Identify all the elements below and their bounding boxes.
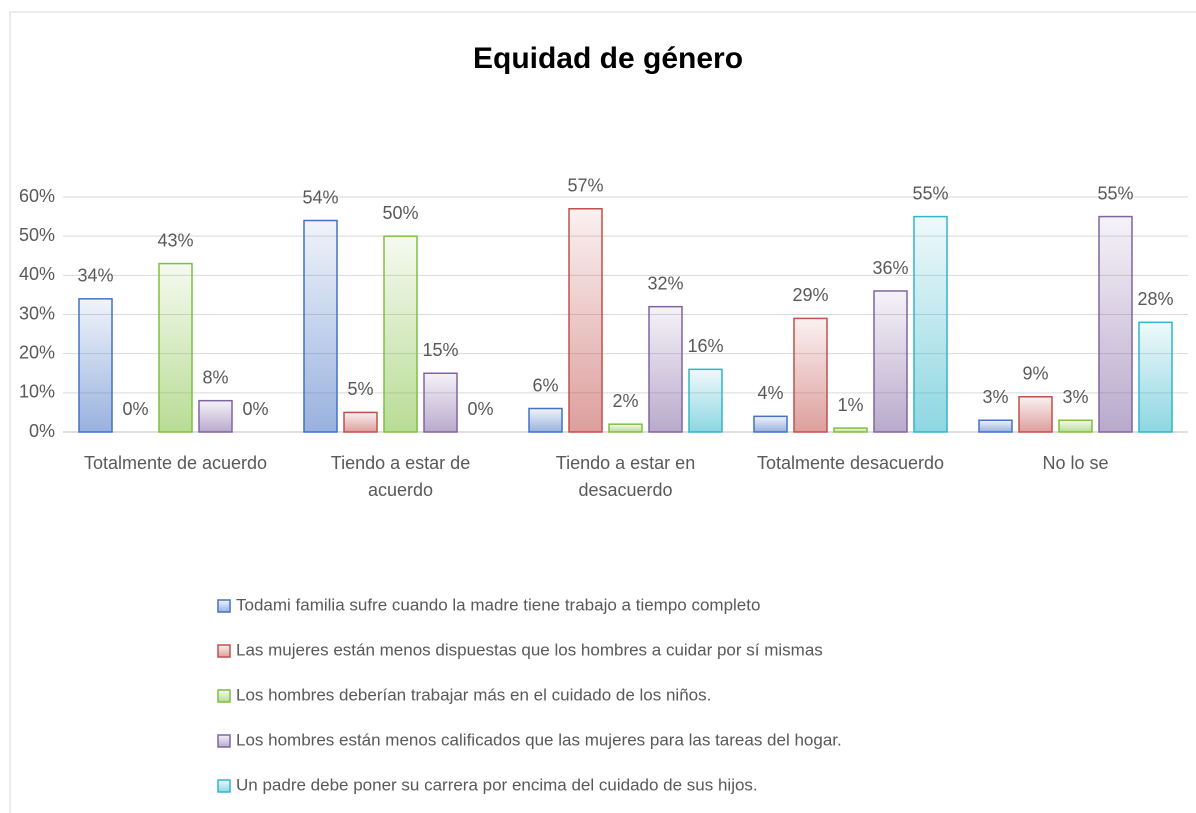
legend-label: Los hombres están menos calificados que … bbox=[236, 730, 842, 749]
data-label: 34% bbox=[77, 266, 113, 286]
legend-swatch bbox=[217, 734, 231, 748]
legend-label: Las mujeres están menos dispuestas que l… bbox=[236, 640, 823, 659]
y-tick-label: 0% bbox=[29, 421, 55, 441]
bar bbox=[833, 427, 868, 433]
y-tick-label: 40% bbox=[19, 264, 55, 284]
data-label: 43% bbox=[157, 230, 193, 250]
bar bbox=[753, 415, 788, 433]
bar bbox=[78, 298, 113, 433]
bar bbox=[1138, 321, 1173, 433]
bar bbox=[873, 290, 908, 433]
data-label: 6% bbox=[532, 375, 558, 395]
bar bbox=[1058, 419, 1093, 433]
data-label: 3% bbox=[1062, 387, 1088, 407]
data-label: 5% bbox=[347, 379, 373, 399]
legend-swatch bbox=[217, 644, 231, 658]
bar bbox=[913, 215, 948, 433]
bar bbox=[688, 368, 723, 433]
data-label: 3% bbox=[982, 387, 1008, 407]
data-label: 55% bbox=[912, 183, 948, 203]
legend-label: Todami familia sufre cuando la madre tie… bbox=[236, 595, 760, 614]
bar bbox=[198, 399, 233, 433]
data-label: 2% bbox=[612, 391, 638, 411]
x-tick-label: Totalmente de acuerdo bbox=[83, 453, 268, 473]
bar bbox=[423, 372, 458, 433]
bar bbox=[303, 219, 338, 433]
data-label: 50% bbox=[382, 203, 418, 223]
chart-frame bbox=[9, 11, 1196, 813]
data-label: 8% bbox=[202, 367, 228, 387]
legend-swatch bbox=[217, 599, 231, 613]
y-tick-label: 60% bbox=[19, 186, 55, 206]
data-label: 9% bbox=[1022, 364, 1048, 384]
data-label: 0% bbox=[242, 399, 268, 419]
data-label: 36% bbox=[872, 258, 908, 278]
bar bbox=[648, 305, 683, 433]
data-label: 54% bbox=[302, 187, 338, 207]
bar bbox=[528, 407, 563, 433]
bar bbox=[1018, 396, 1053, 433]
legend-swatch bbox=[217, 689, 231, 703]
legend-label: Un padre debe poner su carrera por encim… bbox=[236, 775, 758, 794]
data-label: 0% bbox=[122, 399, 148, 419]
data-label: 57% bbox=[567, 176, 603, 196]
x-tick-label: Tiendo a estar en desacuerdo bbox=[555, 453, 696, 500]
bar bbox=[568, 208, 603, 433]
data-label: 0% bbox=[467, 399, 493, 419]
data-label: 15% bbox=[422, 340, 458, 360]
data-label: 29% bbox=[792, 285, 828, 305]
y-tick-label: 20% bbox=[19, 342, 55, 362]
data-label: 32% bbox=[647, 273, 683, 293]
bar bbox=[1098, 215, 1133, 433]
legend-swatch bbox=[217, 779, 231, 793]
y-tick-label: 30% bbox=[19, 303, 55, 323]
bar bbox=[793, 317, 828, 433]
data-label: 55% bbox=[1097, 183, 1133, 203]
chart-title: Equidad de género bbox=[473, 42, 743, 75]
x-tick-label: Totalmente desacuerdo bbox=[756, 453, 945, 473]
bar bbox=[978, 419, 1013, 433]
data-label: 1% bbox=[837, 395, 863, 415]
bar bbox=[608, 423, 643, 433]
bar bbox=[383, 235, 418, 433]
legend-label: Los hombres deberían trabajar más en el … bbox=[236, 685, 711, 704]
x-tick-label: Tiendo a estar de acuerdo bbox=[330, 453, 471, 500]
x-tick-label: No lo se bbox=[1042, 453, 1109, 473]
data-label: 16% bbox=[687, 336, 723, 356]
bar bbox=[343, 411, 378, 433]
y-tick-label: 10% bbox=[19, 382, 55, 402]
data-label: 4% bbox=[757, 383, 783, 403]
y-tick-label: 50% bbox=[19, 225, 55, 245]
bar bbox=[158, 262, 193, 433]
data-label: 28% bbox=[1137, 289, 1173, 309]
